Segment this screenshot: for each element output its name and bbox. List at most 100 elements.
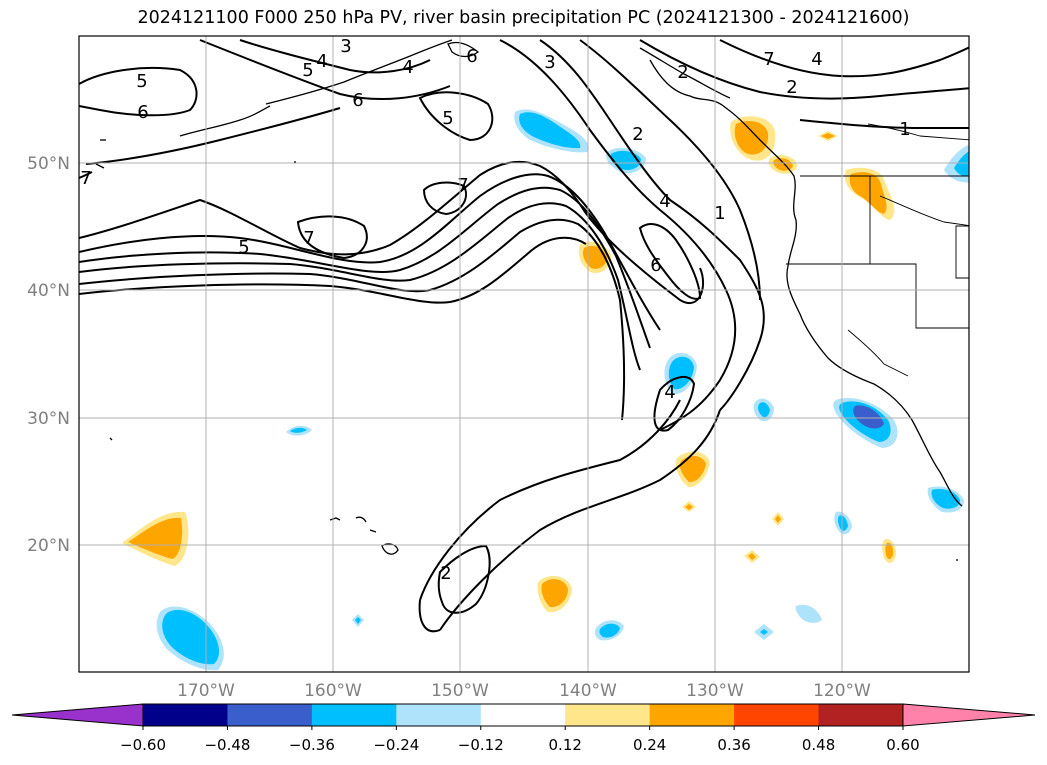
pv-contour [79,236,587,304]
hawaii-island [369,529,377,533]
state-borders [847,329,909,377]
pv-contour [85,107,341,165]
colorbar-bin [311,704,397,726]
contour-label: 2 [440,563,451,584]
colorbar-tick-label: −0.12 [458,736,504,754]
contour-label: 5 [442,108,453,129]
island-dot [95,163,105,169]
contour-label: 4 [402,57,413,78]
hawaii-big-island [381,543,399,555]
pv-contour [437,544,491,614]
lon-label-140w: 140°W [559,681,617,701]
contour-label: 2 [786,77,797,98]
contour-label: 6 [352,90,363,111]
colorbar-extend-max [902,703,1036,727]
state-borders [879,195,969,227]
colorbar-bin [565,704,651,726]
precip-negative-patch [355,617,361,624]
pv-contour [79,218,626,421]
precip-positive-patch [821,133,835,139]
colorbar: −0.60 −0.48 −0.36 −0.24 −0.12 0.12 0.24 0.36 0.4… [11,703,1036,754]
contour-label: 5 [302,60,313,81]
lon-label-170w: 170°W [177,681,235,701]
contour-label: 7 [303,228,314,249]
pv-contour [79,173,661,331]
pv-contour [639,39,969,100]
pv-contour [579,39,761,301]
precip-negative-patch [519,112,581,149]
map-frame [78,35,970,673]
lat-label-30n: 30°N [27,409,70,429]
precip-positive-patch [541,579,568,608]
contour-label: 7 [763,49,774,70]
colorbar-tick-label: 0.48 [802,736,835,754]
lat-labels: 50°N 40°N 30°N 20°N [27,154,70,556]
colorbar-tick-label: −0.60 [120,736,166,754]
precip-negative-patch [760,629,768,635]
pv-contour [422,181,467,216]
colorbar-bin [227,704,313,726]
pv-contour [419,399,681,601]
colorbar-extend-min [11,703,144,727]
pv-contour [79,67,198,117]
colorbar-tick-label: −0.24 [373,736,419,754]
lon-label-160w: 160°W [304,681,362,701]
contour-label: 3 [340,36,351,57]
pv-contour [199,39,451,101]
colorbar-tick-label: 0.36 [717,736,750,754]
precip-positive-patch [128,517,183,559]
precip-positive-patch [885,542,894,560]
pv-contours [79,39,969,633]
lat-label-40n: 40°N [27,281,70,301]
precip-negative-patch [931,489,960,509]
colorbar-bin [734,704,820,726]
lon-label-130w: 130°W [686,681,744,701]
pv-contour [296,215,368,260]
state-borders [786,263,969,329]
precip-positive-patch [734,121,769,155]
state-borders [955,225,969,279]
colorbar-tick-label: 0.12 [549,736,582,754]
coastlines [95,39,963,561]
precip-shading [122,109,969,671]
colorbar-bin [143,704,228,726]
lon-label-120w: 120°W [813,681,871,701]
contour-labels: 5 6 4 3 5 6 6 3 4 2 1 5 7 7 5 7 2 4 1 6 … [80,36,910,584]
island-dot [109,437,113,441]
hawaii-islands-northwest [329,517,341,521]
pv-contour [638,223,702,300]
precip-positive-patch [849,172,887,214]
lat-label-50n: 50°N [27,154,70,174]
pv-contour [719,39,969,78]
pv-contour [499,39,737,431]
alaska-island [447,41,480,58]
pv-contour [79,160,705,304]
colorbar-segments [11,703,1036,727]
contour-label: 1 [714,203,725,224]
pv-contour [653,375,696,432]
aleutian-islands [265,39,453,105]
colorbar-tick-label: −0.36 [289,736,335,754]
contour-label: 5 [136,71,147,92]
north-america-coastline [649,59,963,507]
pv-contour [418,91,494,142]
pv-contour [239,39,431,74]
contour-label: 6 [137,102,148,123]
province-borders [867,123,969,141]
pv-contour [439,409,721,631]
lat-label-20n: 20°N [27,536,70,556]
precip-negative-patch [290,427,307,433]
colorbar-ticks: −0.60 −0.48 −0.36 −0.24 −0.12 0.12 0.24 0.36 0.4… [120,726,920,754]
precip-positive-patch [685,504,693,510]
colorbar-tick-label: 0.60 [886,736,919,754]
precip-positive-patch [748,553,756,560]
lon-labels: 170°W 160°W 150°W 140°W 130°W 120°W [177,681,871,701]
lon-label-150w: 150°W [431,681,489,701]
precip-negative-patch [758,402,770,418]
contour-label: 1 [899,119,910,140]
contour-label: 4 [659,191,670,212]
contour-label: 5 [238,237,249,258]
contour-label: 4 [316,51,327,72]
gridlines [79,36,969,672]
